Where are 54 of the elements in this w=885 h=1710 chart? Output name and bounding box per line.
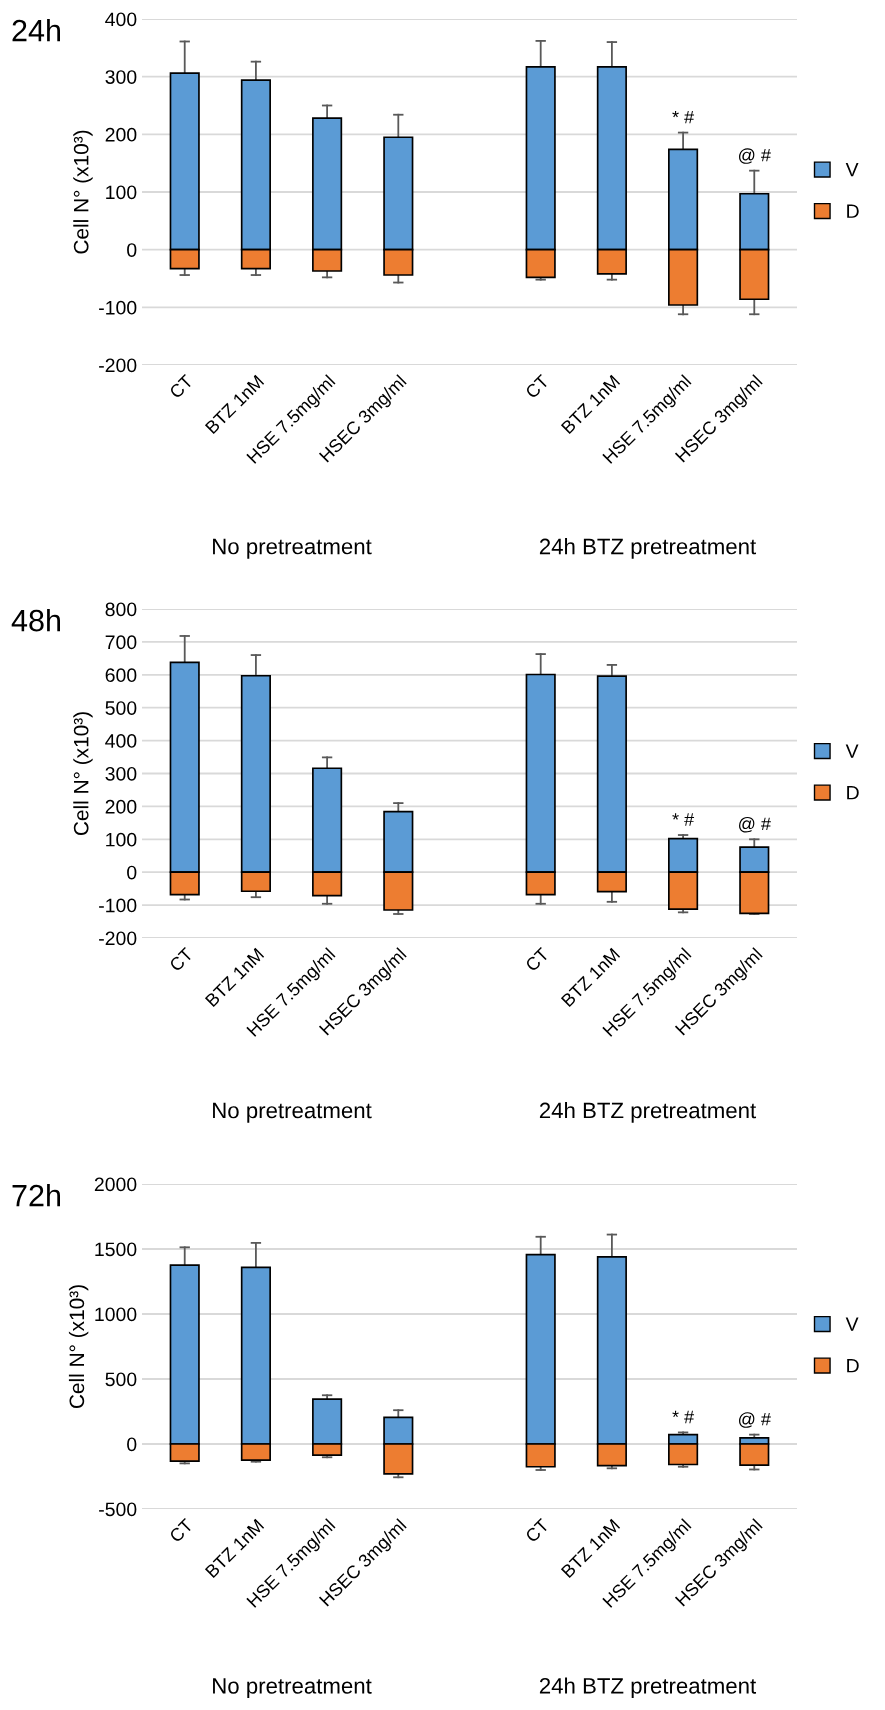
text: 24h BTZ pretreatment <box>539 1102 757 1123</box>
x-tick-label: CT <box>168 946 194 973</box>
y-axis-title: Cell N° (x10³) <box>68 1285 89 1409</box>
y-axis-title: Cell N° (x10³) <box>73 712 93 836</box>
text: No pretreatment <box>213 538 372 559</box>
annotation: @ # <box>739 1412 771 1428</box>
y-tick-label: 700 <box>105 635 137 650</box>
legend-label: D <box>847 785 859 800</box>
y-tick-label: 1500 <box>95 1242 137 1257</box>
y-tick-label: 2000 <box>94 1177 137 1192</box>
y-tick-label: 0 <box>127 243 137 257</box>
annotation: * # <box>672 1410 695 1424</box>
y-tick-label: -100 <box>99 300 137 315</box>
y-tick-label: 0 <box>127 1437 137 1452</box>
y-tick-label: 200 <box>105 799 137 814</box>
y-tick-label: 500 <box>105 701 137 715</box>
y-tick-label: 0 <box>127 865 137 880</box>
chart-title: 24h <box>12 19 60 42</box>
chart-title: 48h <box>11 609 60 632</box>
text: No pretreatment <box>213 1678 372 1699</box>
y-tick-label: 100 <box>106 832 137 847</box>
y-tick-label: -200 <box>99 931 137 946</box>
x-tick-label: CT <box>524 946 550 973</box>
y-tick-label: 200 <box>105 127 137 142</box>
text: No pretreatment <box>213 1102 372 1123</box>
legend-label: V <box>845 162 859 177</box>
y-tick-label: -200 <box>99 358 137 373</box>
legend-label: V <box>845 744 859 758</box>
y-tick-label: 800 <box>105 602 137 617</box>
text: 24h BTZ pretreatment <box>539 1677 757 1699</box>
y-tick-label: 1000 <box>95 1307 137 1322</box>
legend-label: V <box>845 1317 859 1331</box>
chart-title: 72h <box>12 1184 60 1207</box>
y-tick-label: 400 <box>105 12 137 27</box>
annotation: @ # <box>739 148 771 164</box>
x-tick-label: CT <box>168 1517 194 1544</box>
x-tick-label: CT <box>524 1517 550 1544</box>
legend-label: D <box>847 1358 859 1373</box>
annotation: @ # <box>739 816 771 833</box>
y-tick-label: 300 <box>105 70 137 84</box>
y-tick-label: 400 <box>105 734 137 748</box>
x-tick-label: CT <box>168 373 194 400</box>
annotation: * # <box>672 813 695 826</box>
y-axis-title: Cell N° (x10³) <box>73 130 93 254</box>
y-tick-label: 500 <box>105 1372 137 1387</box>
y-tick-label: 600 <box>105 668 137 683</box>
y-tick-label: -500 <box>99 1502 137 1517</box>
text: 24h BTZ pretreatment <box>539 538 757 559</box>
y-tick-label: 100 <box>106 185 137 200</box>
annotation: * # <box>672 110 695 124</box>
y-tick-label: -100 <box>99 898 137 913</box>
legend-label: D <box>847 204 859 218</box>
x-tick-label: CT <box>524 373 550 400</box>
y-tick-label: 300 <box>105 766 137 781</box>
